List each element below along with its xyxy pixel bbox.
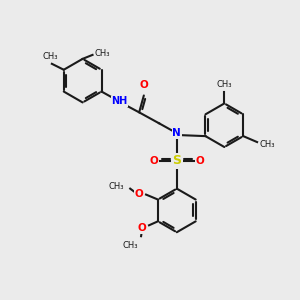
Text: O: O [137,223,146,233]
Text: N: N [172,128,181,138]
Text: O: O [150,156,158,166]
Text: CH₃: CH₃ [123,241,138,250]
Text: S: S [172,154,181,167]
Text: CH₃: CH₃ [217,80,232,88]
Text: CH₃: CH₃ [109,182,124,191]
Text: O: O [140,80,148,90]
Text: CH₃: CH₃ [94,50,110,58]
Text: O: O [134,189,143,199]
Text: O: O [195,156,204,166]
Text: CH₃: CH₃ [259,140,274,148]
Text: NH: NH [111,97,128,106]
Text: CH₃: CH₃ [42,52,58,61]
